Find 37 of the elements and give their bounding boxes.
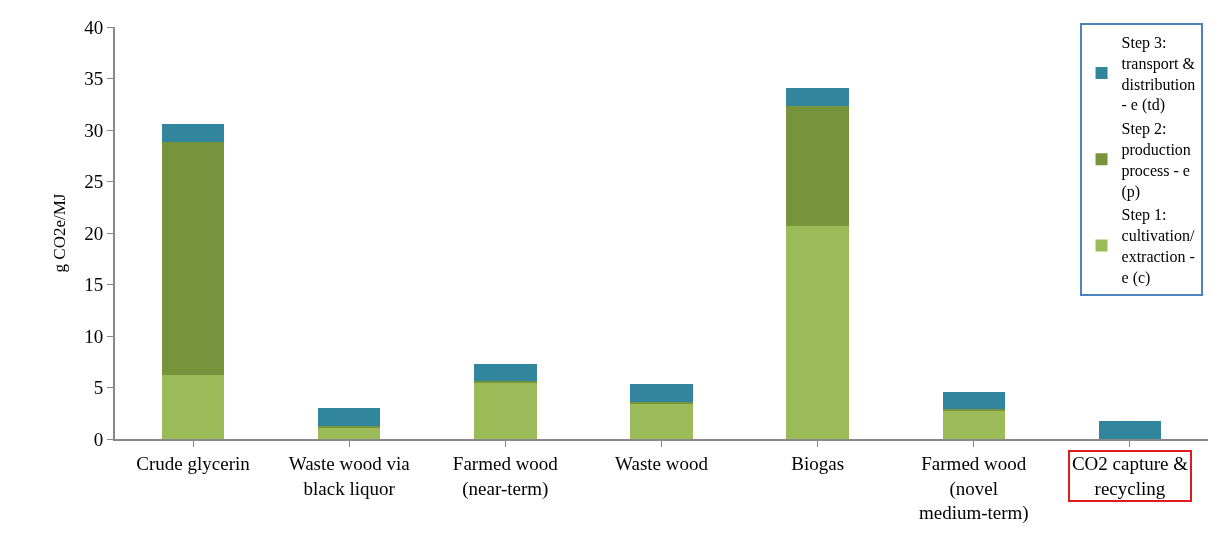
bar xyxy=(317,408,381,426)
bar xyxy=(942,391,1006,410)
bar xyxy=(786,106,849,226)
y-tick-label: 5 xyxy=(93,377,104,399)
y-tick-label: 20 xyxy=(84,222,104,244)
y-axis-title: g CO2e/MJ xyxy=(50,193,70,273)
y-tick-label: 40 xyxy=(84,16,104,38)
x-tick-label: Waste wood via black liquor xyxy=(288,452,411,499)
legend-label: Step 3: transport & distribution - e (td) xyxy=(1121,34,1196,115)
bar xyxy=(786,87,849,107)
y-tick-label: 35 xyxy=(84,68,104,90)
bar xyxy=(630,403,693,439)
bar xyxy=(942,410,1006,439)
y-tick-label: 0 xyxy=(93,428,104,450)
bar xyxy=(474,383,537,439)
x-tick-label: Waste wood xyxy=(615,452,709,474)
legend-label: Step 2: production process - e (p) xyxy=(1121,120,1191,201)
bar xyxy=(161,142,225,376)
bar xyxy=(317,425,381,428)
bar xyxy=(630,401,693,404)
x-tick-label: Crude glycerin xyxy=(136,452,251,474)
y-tick-label: 30 xyxy=(84,119,104,141)
x-tick-label: Farmed wood (novel medium-term) xyxy=(918,452,1029,525)
y-tick-label: 10 xyxy=(84,325,104,347)
bar xyxy=(474,363,537,382)
legend-label: Step 1: cultivation/ extraction - e (c) xyxy=(1121,206,1195,287)
bar xyxy=(630,384,693,402)
y-tick-label: 15 xyxy=(84,274,104,296)
bar xyxy=(161,123,225,143)
bar xyxy=(161,375,225,439)
bar xyxy=(474,381,537,384)
x-tick-label: Farmed wood (near-term) xyxy=(452,452,559,500)
y-tick-label: 25 xyxy=(84,171,104,193)
x-tick-label: Biogas xyxy=(791,452,845,474)
bar xyxy=(1098,421,1162,439)
bar xyxy=(786,225,849,439)
bar xyxy=(317,427,381,439)
